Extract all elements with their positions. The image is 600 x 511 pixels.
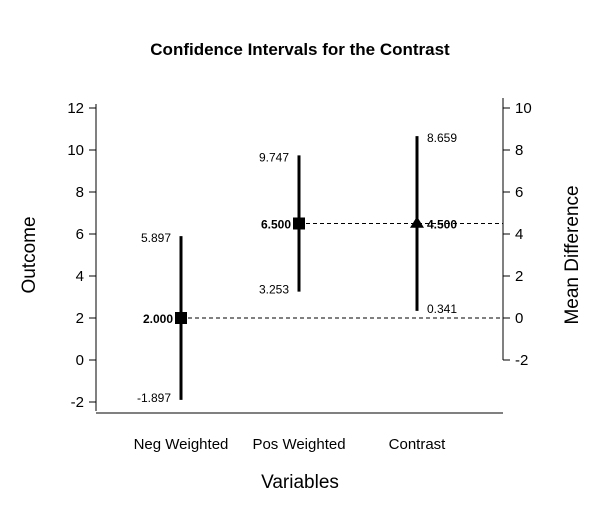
chart-title: Confidence Intervals for the Contrast	[150, 40, 450, 59]
x-tick-label: Neg Weighted	[134, 436, 229, 453]
upper-label: 8.659	[427, 131, 457, 145]
reference-lines	[181, 223, 503, 319]
left-tick-label: 0	[76, 352, 84, 369]
estimate-label: 6.500	[261, 218, 291, 232]
x-tick-label: Contrast	[389, 436, 447, 453]
right-tick-label: 8	[515, 142, 523, 159]
right-tick-label: 2	[515, 268, 523, 285]
upper-label: 9.747	[259, 150, 289, 164]
estimate-square	[293, 217, 305, 230]
left-axis-title: Outcome	[19, 216, 40, 293]
lower-label: 0.341	[427, 302, 457, 316]
right-tick-label: -2	[515, 352, 528, 369]
left-tick-label: 4	[76, 268, 84, 285]
right-tick-label: 10	[515, 100, 532, 117]
axes-group: -2 0 2 4 6 8 10 12 Neg Weighted Pos Weighted Contr…	[67, 98, 532, 453]
estimate-label: 2.000	[143, 312, 173, 326]
upper-label: 5.897	[141, 231, 171, 245]
lower-label: 3.253	[259, 283, 289, 297]
lower-label: -1.897	[137, 391, 171, 405]
x-axis-title: Variables	[261, 472, 339, 493]
left-tick-label: 10	[67, 142, 84, 159]
estimate-label: 4.500	[427, 218, 457, 232]
left-tick-label: 6	[76, 226, 84, 243]
left-tick-label: 8	[76, 184, 84, 201]
estimate-triangle	[410, 216, 424, 228]
right-tick-label: 6	[515, 184, 523, 201]
left-tick-label: -2	[71, 394, 84, 411]
left-tick-label: 2	[76, 310, 84, 327]
right-tick-label: 4	[515, 226, 523, 243]
right-axis-title: Mean Difference	[562, 185, 583, 324]
interval-marks: 5.897 2.000 -1.897 9.747 6.500 3.253 8.659 4.50…	[137, 131, 457, 405]
right-tick-label: 0	[515, 310, 523, 327]
x-tick-label: Pos Weighted	[252, 436, 345, 453]
left-tick-label: 12	[67, 100, 84, 117]
estimate-square	[175, 312, 187, 324]
